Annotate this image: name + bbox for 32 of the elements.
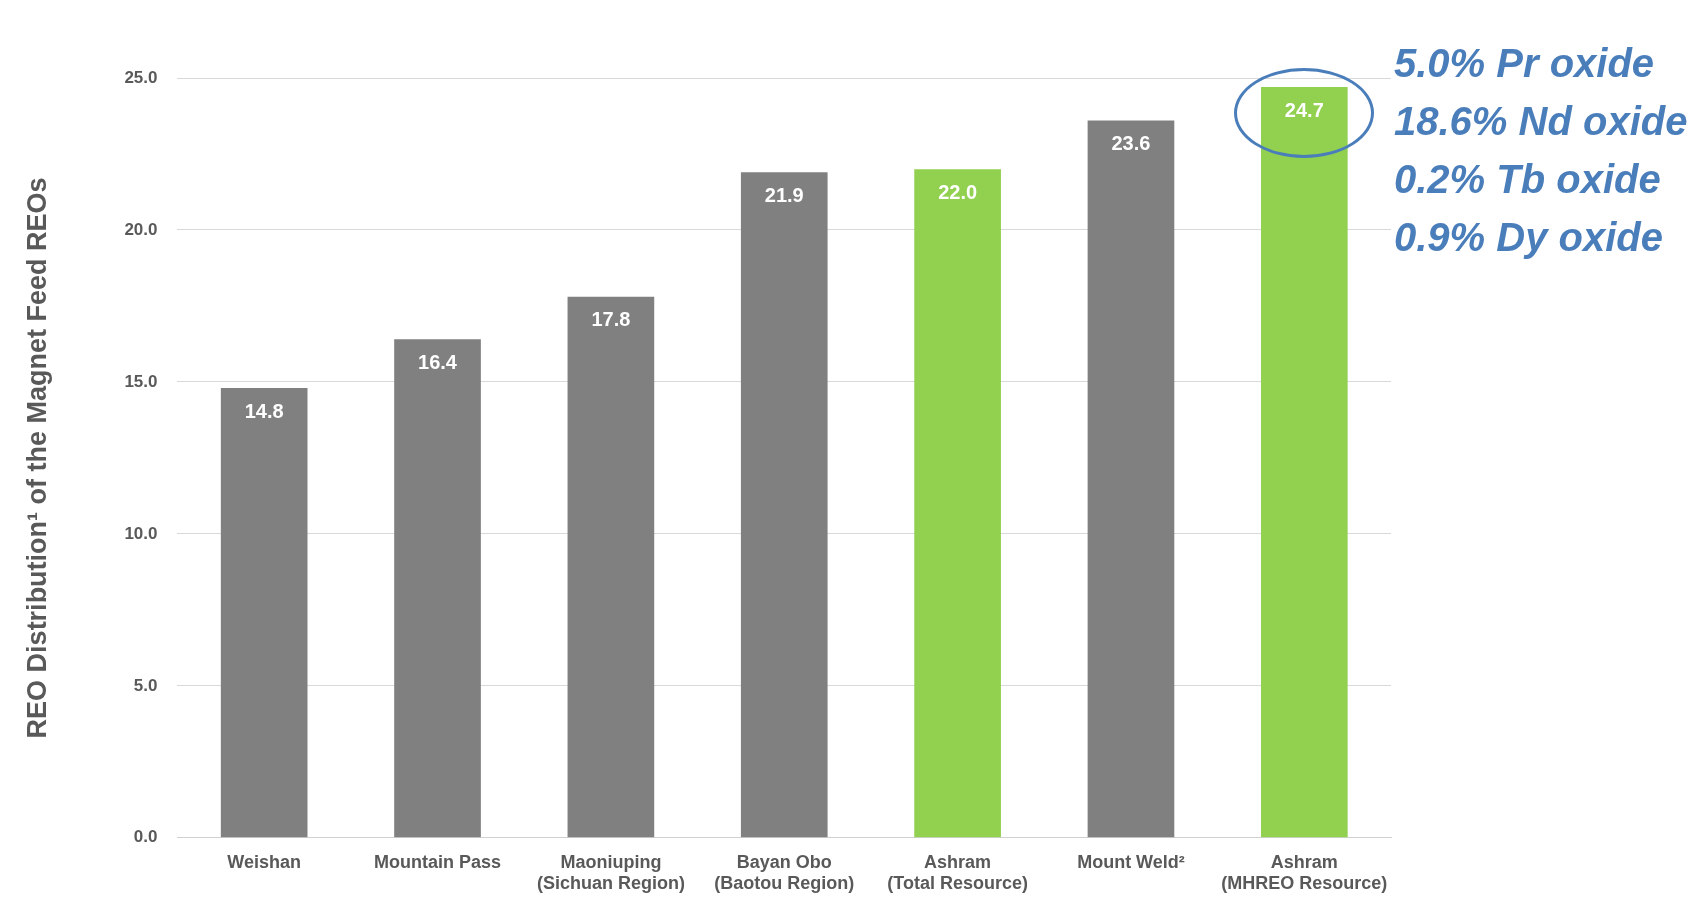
- data-label: 23.6: [1111, 132, 1151, 155]
- bar: [1087, 120, 1175, 838]
- x-tick-label: Bayan Obo (Baotou Region): [714, 851, 855, 894]
- text: 18.6% Nd oxide: [1394, 99, 1688, 144]
- x-tick-label: Ashram (Total Resource): [887, 851, 1028, 894]
- data-label: 17.8: [591, 308, 631, 331]
- data-label: 21.9: [764, 183, 804, 206]
- bar: [394, 339, 481, 838]
- bar: [914, 169, 1001, 838]
- data-label: 14.8: [244, 399, 284, 422]
- y-tick-label: 10.0: [124, 523, 158, 543]
- x-tick-label: Mount Weld²: [1077, 851, 1185, 872]
- y-axis-title: REO Distribution¹ of the Magnet Feed REOs: [21, 177, 52, 739]
- y-tick-label: 15.0: [124, 371, 158, 391]
- text: 0.2% Tb oxide: [1394, 157, 1661, 202]
- text: 5.0% Pr oxide: [1394, 41, 1655, 86]
- data-label: 22.0: [938, 180, 978, 203]
- data-label: 16.4: [418, 350, 458, 373]
- text: 0.9% Dy oxide: [1394, 215, 1664, 260]
- x-tick-label: Maoniuping (Sichuan Region): [536, 851, 685, 894]
- bar: [220, 388, 308, 838]
- x-tick-label: Ashram (MHREO Resource): [1221, 851, 1388, 894]
- data-label: 24.7: [1284, 98, 1324, 121]
- bar: [1260, 87, 1348, 838]
- bar: [567, 296, 655, 838]
- y-tick-label: 0.0: [133, 827, 158, 847]
- y-tick-label: 20.0: [124, 219, 158, 239]
- x-tick-label: Mountain Pass: [374, 851, 502, 872]
- y-tick-label: 5.0: [133, 675, 158, 695]
- x-tick-label: Weishan: [227, 851, 302, 872]
- bar: [740, 172, 828, 838]
- y-tick-label: 25.0: [124, 67, 158, 87]
